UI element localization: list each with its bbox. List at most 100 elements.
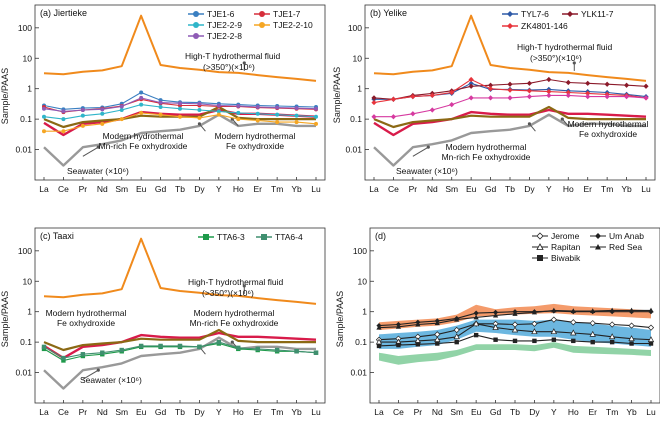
data-point-ZK4801-146 [507,87,513,93]
data-point-Um Anab [492,309,499,315]
data-point-TJE2-2-9 [275,112,280,117]
data-point-TJE2-2-10 [158,112,163,117]
data-point-Y-sample-4 [623,93,630,100]
y-tick-label: 0.1 [350,114,362,124]
x-tick-label: Tm [271,407,283,417]
legend-label: TJE2-2-10 [273,20,313,30]
data-point-Um Anab [473,310,479,316]
annotation-arrowhead [426,145,430,149]
y-tick-label: 1 [27,84,32,94]
data-point-Red Sea [415,321,421,327]
annotation-arrowhead [242,284,246,288]
y-axis-label: Sample/PAAS [335,291,345,347]
data-point-Jerome [531,320,538,327]
legend-entry: YLK11-7 [562,9,614,19]
data-point-TJE2-2-10 [61,129,66,134]
data-point-Rapitan [628,335,635,342]
x-tick-label: La [39,184,49,194]
data-point-Y-sample-4 [565,92,571,99]
x-tick-label: Gd [485,184,497,194]
data-point-Y-sample-4 [371,114,377,120]
data-point-Biwabik [454,339,459,345]
legend-marker [536,243,544,250]
x-tick-label: Gd [490,407,502,417]
data-point-TTA6-4 [197,344,202,350]
annotation: (>350°)(×10⁶) [530,53,582,63]
legend-label: Red Sea [609,242,642,252]
legend-entry: Um Anab [590,231,644,241]
data-point-TJE2-2-9 [100,111,105,116]
x-tick-label: Ce [58,407,69,417]
y-tick-label: 1 [362,307,367,317]
data-point-Rapitan [492,324,499,330]
data-point-Jerome [609,321,616,328]
x-tick-label: Tb [505,184,515,194]
annotation-arrowhead [572,61,576,65]
data-point-TTA6-4 [100,350,105,355]
data-point-ZK4801-146 [468,76,474,83]
data-point-Biwabik [629,341,634,346]
data-point-Y-sample-4 [487,95,494,101]
data-point-Biwabik [590,339,595,345]
annotation: Modern hydrothermal [446,142,527,152]
data-point-YLK11-7 [546,76,552,83]
data-point-Y-sample-4 [643,95,649,101]
data-point-ZK4801-146 [546,89,552,95]
annotation: Seawater (×10⁶) [67,166,129,176]
data-point-Rapitan [550,328,558,335]
annotation: (>350°)(×10⁶) [202,288,254,298]
data-point-TJE1-6 [139,90,144,95]
annotation-arrowhead [96,368,100,372]
x-tick-label: Pr [79,184,88,194]
y-tick-label: 0.1 [20,337,32,347]
legend-entry: TTA6-3 [198,232,245,242]
legend-entry: TJE2-2-10 [254,20,313,30]
x-tick-label: Lu [646,407,656,417]
annotation: High-T hydrothermal fluid [185,51,281,61]
data-point-TYL7-6 [468,80,474,86]
data-point-TJE2-2-9 [139,102,144,107]
x-tick-label: Sm [115,407,128,417]
y-tick-label: 10 [353,53,363,63]
annotation-arrow [82,369,99,380]
x-tick-label: Sm [115,184,128,194]
data-point-TJE2-2-10 [100,121,105,126]
legend-label: TJE2-2-8 [207,31,242,41]
x-tick-label: Nd [432,407,443,417]
data-point-TJE2-2-8 [275,105,280,110]
data-point-TJE2-2-10 [178,114,182,119]
x-tick-label: Tm [601,184,613,194]
data-point-Red Sea [492,312,499,318]
data-point-YLK11-7 [643,83,649,89]
annotation: Mn-rich Fe oxhydroxide [190,318,279,328]
legend-marker [193,22,199,28]
data-point-TJE2-2-9 [119,107,124,112]
legend-marker [259,11,265,17]
y-tick-label: 0.1 [355,337,367,347]
annotation: Modern hydrothermal [568,119,649,129]
data-point-YLK11-7 [526,80,533,86]
data-point-ZK4801-146 [429,92,435,99]
x-tick-label: Y [216,184,222,194]
x-tick-label: Dy [529,407,540,417]
x-tick-label: Tm [271,184,283,194]
x-tick-label: Ce [58,184,69,194]
x-tick-label: Tb [175,184,185,194]
legend-marker [259,22,265,28]
y-tick-label: 0.01 [345,145,362,155]
y-axis-label: Sample/PAAS [0,68,10,124]
y-tick-label: 1 [27,307,32,317]
legend-label: TJE1-7 [273,9,301,19]
annotation: Fe oxhydroxide [579,129,637,139]
data-point-Y-sample-4 [449,102,455,108]
annotation: Seawater (×10⁶) [80,375,142,385]
data-point-YLK11-7 [371,95,377,101]
legend-label: ZK4801-146 [521,21,568,31]
legend-marker [595,244,601,250]
legend-marker [261,234,267,240]
panel-d: Sample/PAAS (d) 100 10 1 0.1 0.01 La Ce Pr Nd Sm… [335,227,660,417]
data-point-TJE2-2-10 [139,110,144,115]
annotation: (>350°)(×10⁶) [203,62,255,72]
data-point-Rapitan [472,320,480,327]
